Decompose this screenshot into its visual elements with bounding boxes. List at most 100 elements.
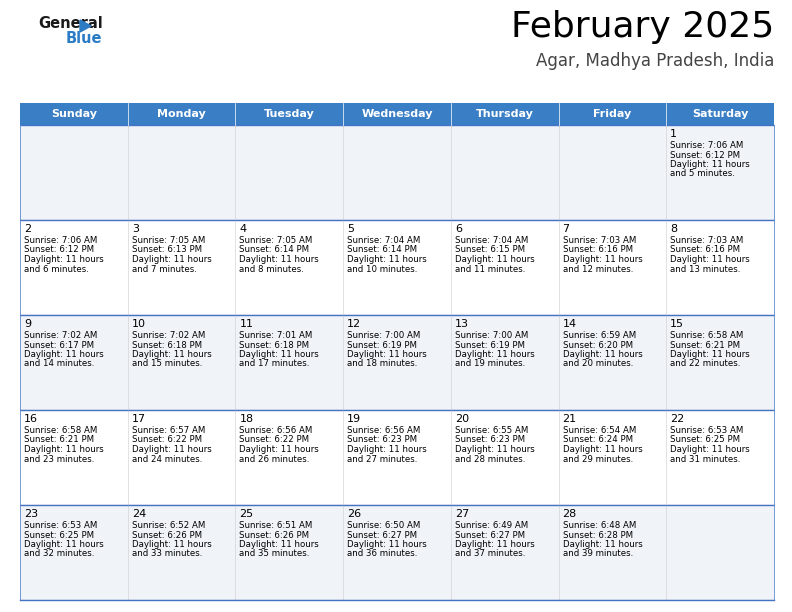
Text: 19: 19 (347, 414, 361, 424)
Text: 18: 18 (239, 414, 253, 424)
Text: Daylight: 11 hours: Daylight: 11 hours (562, 540, 642, 549)
Text: Sunset: 6:12 PM: Sunset: 6:12 PM (670, 151, 741, 160)
Text: Sunset: 6:28 PM: Sunset: 6:28 PM (562, 531, 633, 540)
Text: Daylight: 11 hours: Daylight: 11 hours (562, 445, 642, 454)
Text: 6: 6 (455, 224, 462, 234)
Text: Daylight: 11 hours: Daylight: 11 hours (24, 255, 104, 264)
Text: 13: 13 (455, 319, 469, 329)
Text: Thursday: Thursday (476, 109, 534, 119)
Bar (128, 410, 235, 505)
Text: and 5 minutes.: and 5 minutes. (670, 170, 735, 179)
Text: Sunrise: 7:03 AM: Sunrise: 7:03 AM (562, 236, 636, 245)
Text: Sunset: 6:17 PM: Sunset: 6:17 PM (24, 340, 94, 349)
Bar (128, 505, 235, 600)
Bar (558, 220, 666, 315)
Text: Sunset: 6:23 PM: Sunset: 6:23 PM (347, 436, 417, 444)
Text: Sunset: 6:22 PM: Sunset: 6:22 PM (239, 436, 310, 444)
Text: and 10 minutes.: and 10 minutes. (347, 264, 417, 274)
Text: 10: 10 (131, 319, 146, 329)
Bar (343, 410, 451, 505)
Bar (20, 505, 128, 600)
Text: and 17 minutes.: and 17 minutes. (239, 359, 310, 368)
Text: 15: 15 (670, 319, 684, 329)
Text: 21: 21 (562, 414, 577, 424)
Text: Sunset: 6:18 PM: Sunset: 6:18 PM (131, 340, 202, 349)
Text: and 32 minutes.: and 32 minutes. (24, 550, 94, 559)
Text: Sunrise: 7:00 AM: Sunrise: 7:00 AM (347, 331, 421, 340)
Text: and 28 minutes.: and 28 minutes. (455, 455, 525, 463)
Text: and 19 minutes.: and 19 minutes. (455, 359, 525, 368)
Bar (20, 410, 128, 505)
Text: Daylight: 11 hours: Daylight: 11 hours (131, 540, 211, 549)
Bar (128, 315, 235, 410)
Text: Sunrise: 6:54 AM: Sunrise: 6:54 AM (562, 426, 636, 435)
Text: and 31 minutes.: and 31 minutes. (670, 455, 741, 463)
Text: 24: 24 (131, 509, 146, 519)
Bar (235, 220, 343, 315)
Text: Sunrise: 6:53 AM: Sunrise: 6:53 AM (670, 426, 744, 435)
Text: Sunrise: 7:05 AM: Sunrise: 7:05 AM (239, 236, 313, 245)
Text: Sunset: 6:20 PM: Sunset: 6:20 PM (562, 340, 633, 349)
Text: Sunrise: 7:02 AM: Sunrise: 7:02 AM (24, 331, 97, 340)
Bar (20, 125, 128, 220)
Text: Sunset: 6:25 PM: Sunset: 6:25 PM (670, 436, 741, 444)
Bar (558, 125, 666, 220)
Text: Daylight: 11 hours: Daylight: 11 hours (670, 160, 750, 169)
Text: Sunrise: 6:58 AM: Sunrise: 6:58 AM (24, 426, 97, 435)
Text: Daylight: 11 hours: Daylight: 11 hours (670, 445, 750, 454)
Text: and 33 minutes.: and 33 minutes. (131, 550, 202, 559)
Text: Sunset: 6:14 PM: Sunset: 6:14 PM (239, 245, 310, 255)
Text: 27: 27 (455, 509, 469, 519)
Text: Sunset: 6:19 PM: Sunset: 6:19 PM (455, 340, 525, 349)
Text: and 7 minutes.: and 7 minutes. (131, 264, 196, 274)
Text: and 23 minutes.: and 23 minutes. (24, 455, 94, 463)
Text: 25: 25 (239, 509, 253, 519)
Text: Daylight: 11 hours: Daylight: 11 hours (131, 445, 211, 454)
Text: Sunset: 6:26 PM: Sunset: 6:26 PM (239, 531, 310, 540)
Text: Sunset: 6:27 PM: Sunset: 6:27 PM (455, 531, 525, 540)
Text: and 14 minutes.: and 14 minutes. (24, 359, 94, 368)
Bar (666, 103, 774, 125)
Text: Daylight: 11 hours: Daylight: 11 hours (347, 445, 427, 454)
Text: and 37 minutes.: and 37 minutes. (455, 550, 525, 559)
Text: 20: 20 (455, 414, 469, 424)
Text: Sunrise: 7:04 AM: Sunrise: 7:04 AM (455, 236, 528, 245)
Text: Daylight: 11 hours: Daylight: 11 hours (455, 445, 535, 454)
Text: Daylight: 11 hours: Daylight: 11 hours (562, 350, 642, 359)
Bar (451, 125, 558, 220)
Text: Sunrise: 7:00 AM: Sunrise: 7:00 AM (455, 331, 528, 340)
Text: Sunday: Sunday (51, 109, 97, 119)
Text: Sunset: 6:14 PM: Sunset: 6:14 PM (347, 245, 417, 255)
Text: 12: 12 (347, 319, 361, 329)
Text: Sunrise: 7:06 AM: Sunrise: 7:06 AM (24, 236, 97, 245)
Text: Sunset: 6:23 PM: Sunset: 6:23 PM (455, 436, 525, 444)
Bar (343, 125, 451, 220)
Text: Sunset: 6:22 PM: Sunset: 6:22 PM (131, 436, 202, 444)
Text: Saturday: Saturday (692, 109, 748, 119)
Text: Sunset: 6:27 PM: Sunset: 6:27 PM (347, 531, 417, 540)
Text: Daylight: 11 hours: Daylight: 11 hours (239, 350, 319, 359)
Bar (558, 103, 666, 125)
Text: Blue: Blue (66, 31, 102, 46)
Text: Wednesday: Wednesday (361, 109, 432, 119)
Text: Sunset: 6:21 PM: Sunset: 6:21 PM (24, 436, 94, 444)
Text: 26: 26 (347, 509, 361, 519)
Bar (20, 220, 128, 315)
Text: and 29 minutes.: and 29 minutes. (562, 455, 633, 463)
Text: Daylight: 11 hours: Daylight: 11 hours (347, 255, 427, 264)
Text: Sunset: 6:18 PM: Sunset: 6:18 PM (239, 340, 310, 349)
Bar (343, 103, 451, 125)
Text: Monday: Monday (157, 109, 206, 119)
Text: Daylight: 11 hours: Daylight: 11 hours (131, 350, 211, 359)
Text: Daylight: 11 hours: Daylight: 11 hours (562, 255, 642, 264)
Text: 9: 9 (24, 319, 31, 329)
Bar (235, 125, 343, 220)
Text: Sunrise: 6:52 AM: Sunrise: 6:52 AM (131, 521, 205, 530)
Bar (343, 220, 451, 315)
Text: 22: 22 (670, 414, 684, 424)
Bar (666, 505, 774, 600)
Text: and 15 minutes.: and 15 minutes. (131, 359, 202, 368)
Text: and 36 minutes.: and 36 minutes. (347, 550, 417, 559)
Text: and 24 minutes.: and 24 minutes. (131, 455, 202, 463)
Text: Sunrise: 7:03 AM: Sunrise: 7:03 AM (670, 236, 744, 245)
